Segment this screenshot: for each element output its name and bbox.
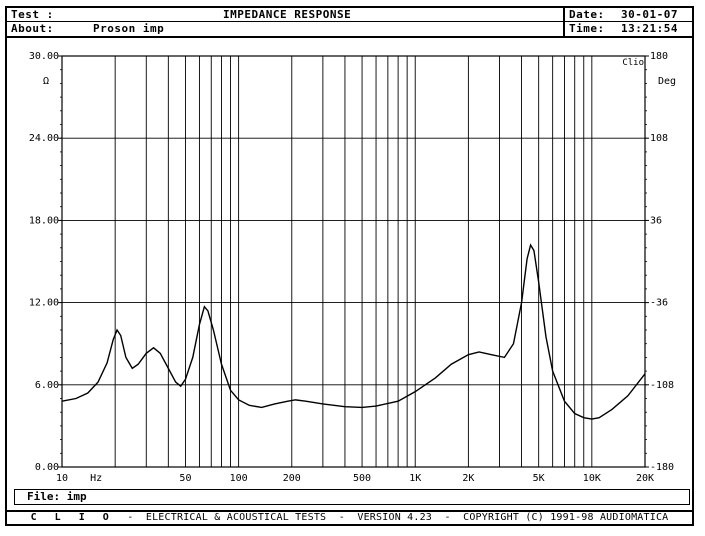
about-label: About: [11, 22, 54, 35]
x-tick-label: 50 [179, 473, 191, 484]
y-axis-unit: Ω [43, 76, 49, 87]
x-tick-label: 100 [230, 473, 248, 484]
time-value: 13:21:54 [621, 22, 678, 35]
impedance-curve [61, 243, 646, 420]
header-panel: Test : About: Proson imp IMPEDANCE RESPO… [7, 8, 692, 38]
x-tick-label: 10K [583, 473, 601, 484]
file-value: imp [66, 490, 87, 503]
y-tick-label: 18.00 [29, 215, 59, 226]
corner-label: Clio [622, 58, 644, 68]
footer-banner: C L I O - ELECTRICAL & ACOUSTICAL TESTS … [7, 510, 692, 524]
time-label: Time: [569, 22, 605, 35]
y-tick-label: 12.00 [29, 298, 59, 309]
y2-tick-label: -180 [650, 462, 674, 473]
test-label: Test : [11, 8, 54, 21]
plot-border [61, 55, 646, 468]
x-tick-label: 200 [283, 473, 301, 484]
about-value: Proson imp [93, 22, 165, 35]
x-tick-label: 1K [409, 473, 421, 484]
axis-labels: 0.00 6.00 12.00 18.00 24.00 30.00 -180 -108 -36 3… [29, 51, 676, 484]
y-tick-label: 30.00 [29, 51, 59, 62]
header-divider [563, 8, 565, 36]
y-tick-label: 0.00 [35, 462, 59, 473]
x-unit-label: Hz [90, 473, 102, 484]
chart-title: IMPEDANCE RESPONSE [223, 8, 352, 21]
y2-tick-label: 180 [650, 51, 668, 62]
chart-window: Test : About: Proson imp IMPEDANCE RESPO… [5, 6, 694, 526]
header-row-divider [7, 21, 692, 22]
footer-brand: C L I O [30, 512, 115, 523]
x-tick-label: 2K [462, 473, 474, 484]
x-tick-label: 500 [353, 473, 371, 484]
y2-tick-label: 36 [650, 215, 662, 226]
file-bar: File: imp [14, 489, 690, 505]
date-value: 30-01-07 [621, 8, 678, 21]
plot-grid [58, 55, 649, 468]
file-label: File: [27, 490, 61, 503]
x-tick-label: 10 [56, 473, 68, 484]
y2-tick-label: 108 [650, 133, 668, 144]
y2-tick-label: -36 [650, 298, 668, 309]
y2-tick-label: -108 [650, 380, 674, 391]
y-tick-label: 6.00 [35, 380, 59, 391]
y-tick-label: 24.00 [29, 133, 59, 144]
footer-text: - ELECTRICAL & ACOUSTICAL TESTS - VERSIO… [114, 512, 669, 523]
x-tick-label: 20K [636, 473, 654, 484]
x-tick-label: 5K [533, 473, 545, 484]
y2-axis-unit: Deg [658, 76, 676, 87]
date-label: Date: [569, 8, 605, 21]
